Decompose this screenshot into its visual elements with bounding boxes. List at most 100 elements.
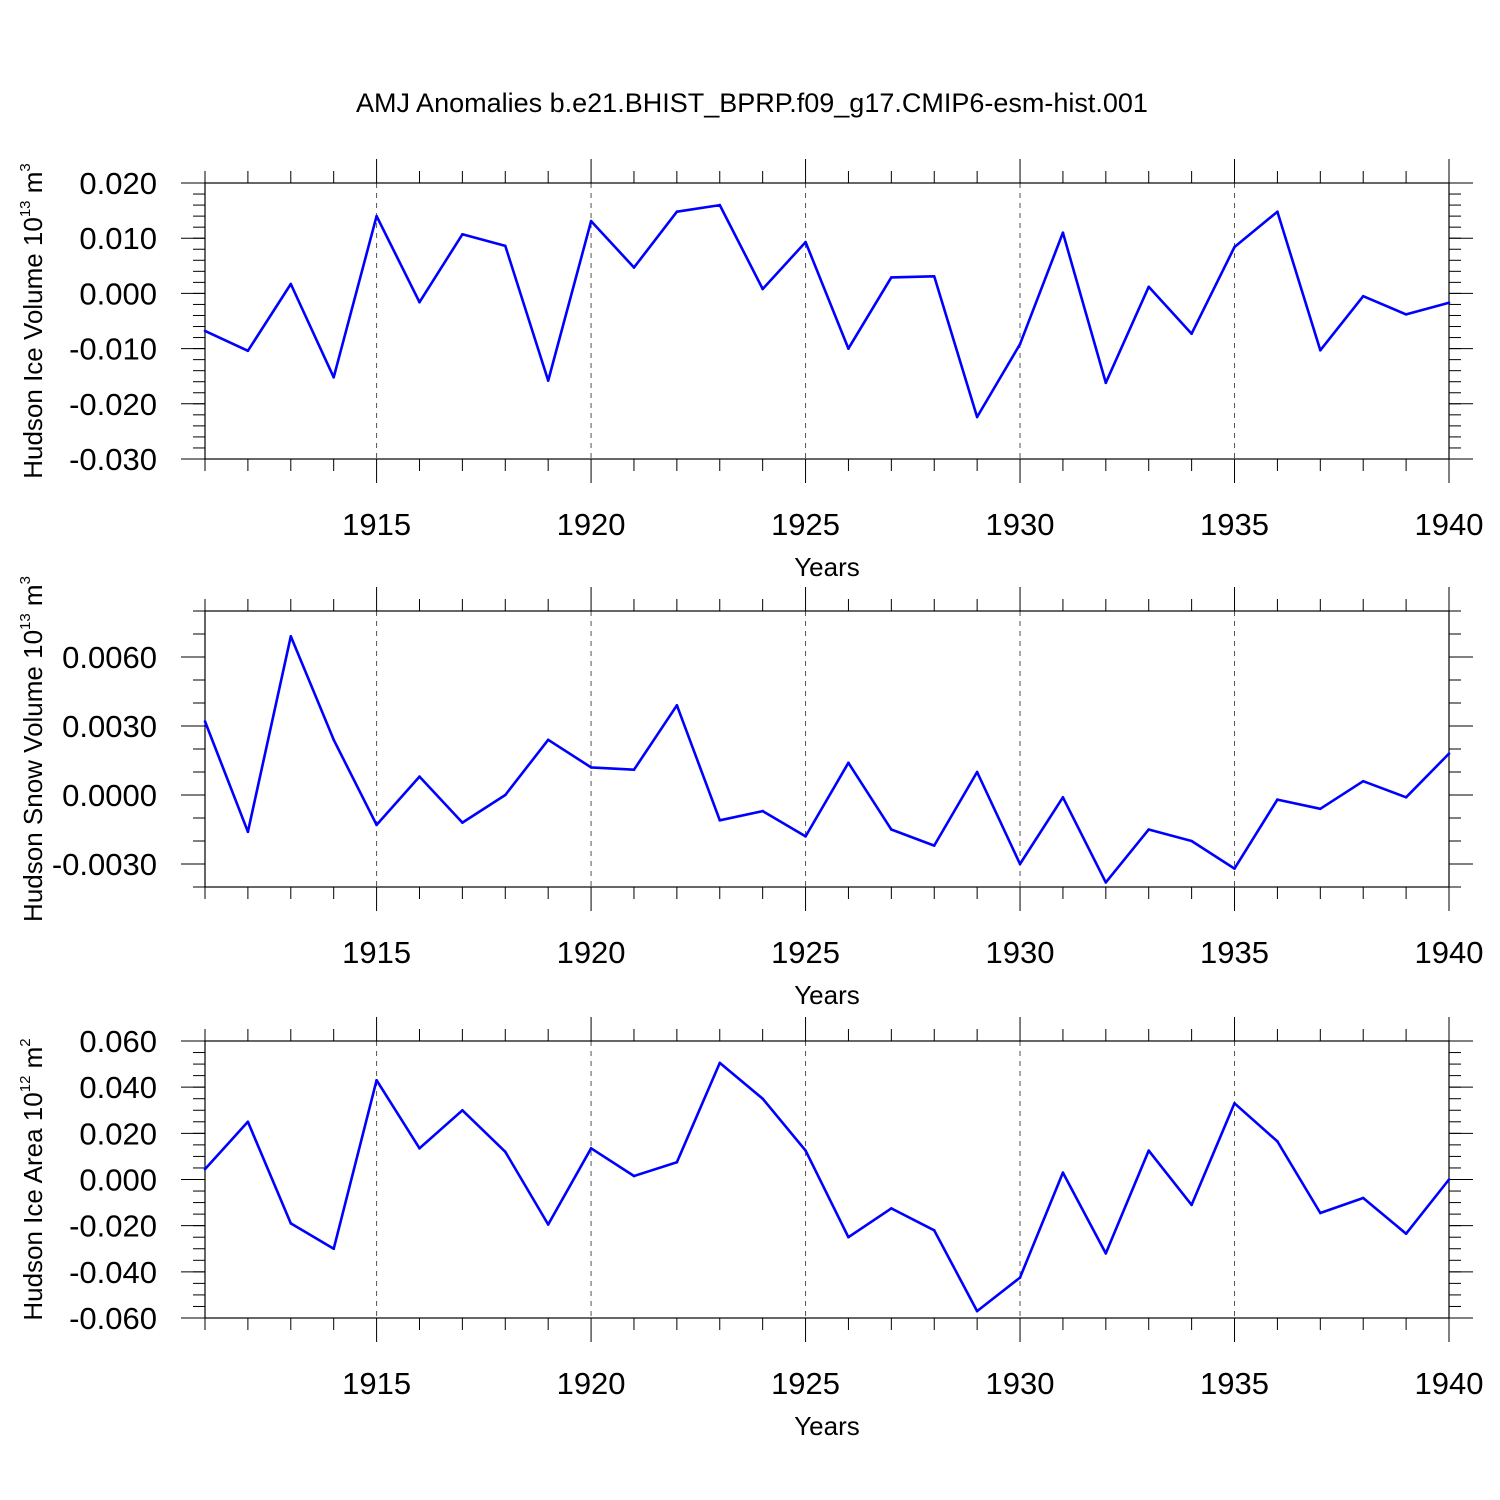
chart-1-y-tick-label: 0.0030 xyxy=(62,709,157,744)
chart-0-x-tick-label: 1920 xyxy=(557,507,626,542)
chart-2-x-tick-label: 1920 xyxy=(557,1366,626,1401)
chart-2-x-tick-label: 1935 xyxy=(1200,1366,1269,1401)
chart-2-data-point xyxy=(1061,1171,1065,1174)
chart-0-data-point xyxy=(718,203,722,207)
chart-0-data-point xyxy=(847,347,850,350)
chart-1-y-axis-label-unit-exp: 3 xyxy=(17,576,34,584)
chart-2-y-axis-label-unit-exp: 2 xyxy=(17,1038,34,1046)
chart-1-x-tick-label: 1925 xyxy=(771,935,840,970)
chart-0-y-axis-label-unit: m xyxy=(18,172,48,201)
chart-2-y-tick-label: 0.040 xyxy=(79,1070,157,1105)
chart-1-series-line xyxy=(203,634,1450,884)
chart-2-data-point xyxy=(332,1247,335,1251)
chart-0-data-point xyxy=(375,214,378,218)
chart-2-x-axis-label: Years xyxy=(794,1411,860,1441)
chart-2-data-point xyxy=(1233,1102,1236,1105)
chart-1-data-point xyxy=(1276,798,1279,801)
chart-0-data-point xyxy=(203,329,207,333)
chart-1-data-point xyxy=(1233,867,1236,870)
chart-2-data-point xyxy=(804,1149,807,1152)
chart-2-data-point xyxy=(675,1160,679,1164)
chart-0-data-point xyxy=(289,282,293,286)
chart-1: -0.0030 0.0000 0.0030 0.0060 1915 1920 1925 193… xyxy=(17,576,1483,1010)
chart-2-x-tick-label: 1930 xyxy=(986,1366,1055,1401)
chart-2-y-axis-label-exp: 12 xyxy=(17,1076,34,1093)
chart-0-y-axis-label-text: Hudson Ice Volume 10 xyxy=(18,217,48,479)
chart-0-data-point xyxy=(461,233,464,236)
chart-1-x-axis-label: Years xyxy=(794,980,860,1010)
chart-0-x-tick-label: 1940 xyxy=(1415,507,1484,542)
chart-0-x-axis-label: Years xyxy=(794,552,860,582)
chart-2-data-point xyxy=(546,1223,550,1226)
chart-0-data-point xyxy=(1447,301,1451,305)
chart-1-x-tick-label: 1930 xyxy=(986,935,1055,970)
chart-0-data-point xyxy=(546,379,550,382)
chart-2-y-tick-label: -0.060 xyxy=(69,1301,157,1336)
chart-0-y-tick-label: -0.020 xyxy=(69,387,157,422)
chart-2: -0.060 -0.040 -0.020 0.000 0.020 0.040 0.060 19… xyxy=(17,1017,1483,1441)
chart-0-plot-frame xyxy=(204,182,1450,460)
chart-0-x-tick-label: 1925 xyxy=(771,507,840,542)
chart-1-data-point xyxy=(632,768,636,771)
chart-1-data-point xyxy=(975,770,979,774)
chart-0-y-axis-label-unit-exp: 3 xyxy=(17,163,34,171)
chart-0-y-tick-label: -0.010 xyxy=(69,332,157,367)
chart-2-data-point xyxy=(1447,1178,1451,1181)
chart-1-data-point xyxy=(332,738,335,742)
chart-1-y-tick-label: -0.0030 xyxy=(52,847,157,882)
chart-0-data-point xyxy=(418,300,421,304)
chart-2-data-point xyxy=(503,1150,507,1154)
chart-2-data-point xyxy=(761,1097,764,1101)
chart-0-x-tick-label: 1930 xyxy=(986,507,1055,542)
chart-2-data-point xyxy=(1104,1252,1108,1255)
chart-2-data-point xyxy=(632,1174,636,1178)
chart-2-y-axis-label: Hudson Ice Area 1012 m2 xyxy=(17,1038,48,1320)
chart-2-data-point xyxy=(289,1222,293,1225)
chart-2-data-point xyxy=(1319,1211,1322,1215)
chart-1-data-point xyxy=(203,720,207,723)
chart-1-data-point xyxy=(1061,796,1065,799)
chart-0-data-point xyxy=(503,244,507,248)
chart-0-data-point xyxy=(246,349,250,353)
chart-2-data-point xyxy=(847,1235,850,1239)
chart-0-data-point xyxy=(932,274,936,278)
chart-2-data-point xyxy=(1276,1140,1279,1143)
chart-1-y-axis-label-exp: 13 xyxy=(17,613,34,630)
chart-1-data-point xyxy=(761,809,764,813)
chart-1-data-point xyxy=(461,821,464,824)
figure-title: AMJ Anomalies b.e21.BHIST_BPRP.f09_g17.C… xyxy=(356,88,1148,118)
chart-2-data-point xyxy=(1190,1203,1193,1207)
chart-0-x-tick-label: 1915 xyxy=(342,507,411,542)
chart-2-data-point xyxy=(890,1207,893,1210)
chart-0-data-point xyxy=(1061,231,1065,234)
chart-2-data-point xyxy=(932,1228,936,1232)
chart-2-data-point xyxy=(246,1120,250,1124)
chart-1-x-tick-label: 1940 xyxy=(1415,935,1484,970)
chart-1-data-point xyxy=(890,828,893,831)
chart-0-data-point xyxy=(1276,210,1279,214)
chart-1-data-point xyxy=(1404,796,1408,799)
chart-2-data-point xyxy=(589,1147,593,1150)
chart-1-data-point xyxy=(675,704,679,707)
chart-2-x-tick-label: 1940 xyxy=(1415,1366,1484,1401)
chart-1-data-point xyxy=(847,761,850,765)
chart-0-x-tick-label: 1935 xyxy=(1200,507,1269,542)
chart-2-data-point xyxy=(1018,1276,1022,1279)
chart-2-data-point xyxy=(975,1309,979,1313)
chart-0-data-point xyxy=(332,376,335,379)
chart-0-data-point xyxy=(1147,285,1151,289)
chart-0-data-point xyxy=(632,266,636,269)
chart-1-data-point xyxy=(718,819,722,822)
chart-1-x-tick-label: 1915 xyxy=(342,935,411,970)
chart-1-data-point xyxy=(546,738,550,742)
chart-0-y-tick-label: 0.000 xyxy=(79,276,157,311)
chart-2-series-line xyxy=(204,1061,1451,1313)
chart-2-y-tick-label: -0.020 xyxy=(69,1209,157,1244)
chart-2-plot-frame xyxy=(204,1040,1450,1319)
chart-1-data-point xyxy=(1447,752,1451,755)
chart-1-plot-frame xyxy=(204,610,1450,888)
chart-2-y-axis-label-text: Hudson Ice Area 10 xyxy=(18,1092,48,1320)
chart-0-series-line xyxy=(204,203,1450,419)
chart-0-data-point xyxy=(761,287,764,291)
